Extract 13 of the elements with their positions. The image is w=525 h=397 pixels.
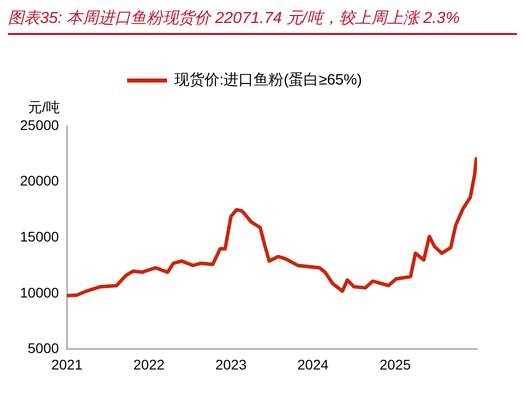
x-tick-label: 2022	[133, 356, 165, 372]
y-tick-label: 10000	[20, 284, 60, 300]
x-tick-label: 2025	[380, 356, 411, 372]
x-tick-label: 2024	[297, 356, 329, 372]
x-tick-label: 2021	[51, 356, 83, 372]
x-tick-label: 2023	[215, 356, 247, 372]
y-tick-label: 15000	[20, 228, 60, 244]
chart-title: 图表35: 本周进口鱼粉现货价 22071.74 元/吨，较上周上涨 2.3%	[8, 8, 517, 35]
legend-label: 现货价:进口鱼粉(蛋白≥65%)	[174, 72, 362, 89]
y-tick-label: 5000	[28, 340, 60, 356]
y-axis-title: 元/吨	[28, 99, 60, 117]
y-tick-label: 20000	[20, 172, 60, 189]
y-tick-label: 25000	[20, 116, 60, 133]
